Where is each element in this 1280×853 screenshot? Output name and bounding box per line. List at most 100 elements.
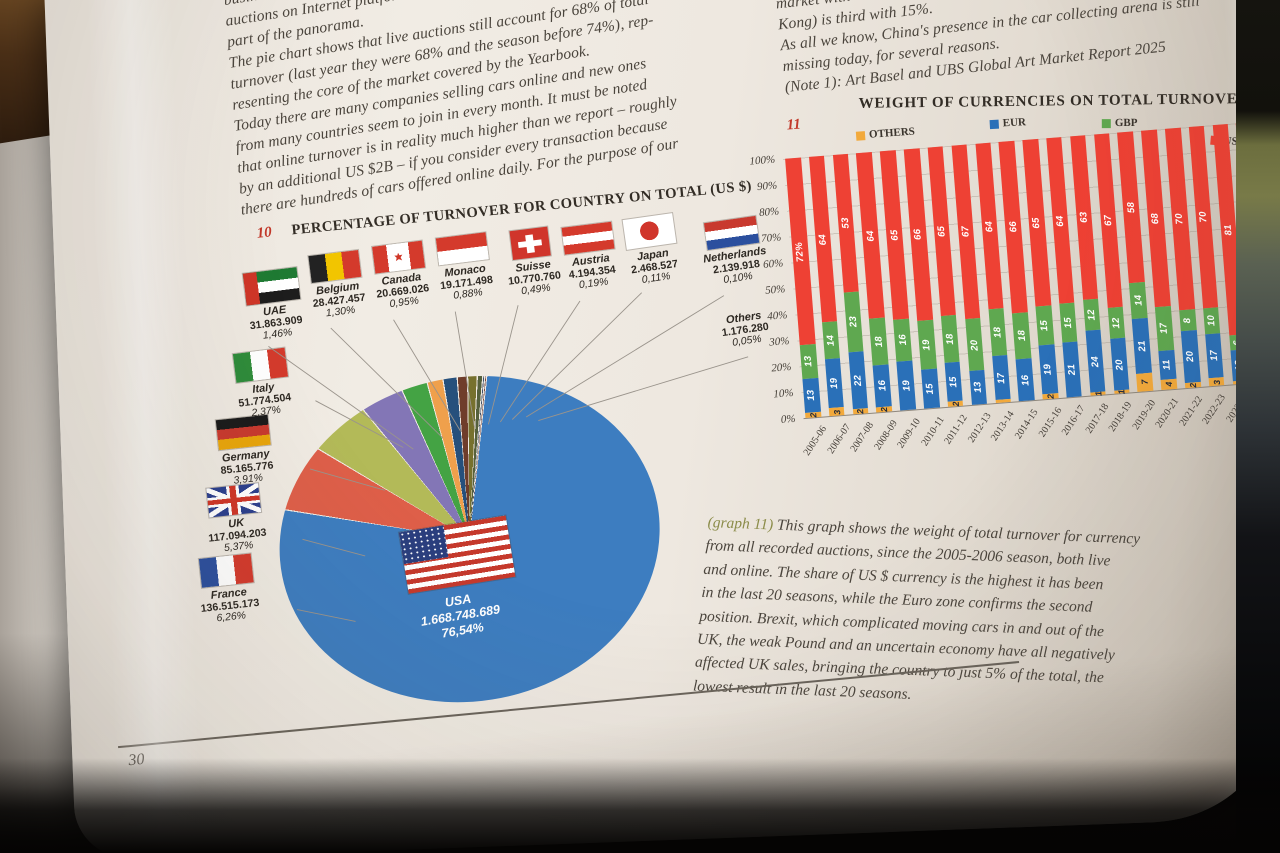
segment-eur: 15 (921, 368, 940, 409)
segment-value-label: 21 (1066, 363, 1079, 376)
segment-eur: 24 (1085, 329, 1106, 394)
segment-usd: 64 (808, 155, 838, 323)
y-tick-label: 40% (766, 309, 788, 323)
segment-gbp: 12 (1082, 298, 1101, 331)
y-tick-label: 100% (749, 153, 776, 168)
legend-swatch-others (855, 130, 866, 141)
segment-value-label: 1 (1116, 388, 1127, 395)
segment-value-label: 18 (944, 332, 957, 345)
segment-value-label: 12 (1085, 308, 1098, 321)
segment-value-label: 63 (1078, 211, 1091, 224)
segment-value-label: 21 (1136, 339, 1148, 352)
segment-value-label: 18 (1015, 329, 1028, 342)
segment-value-label: 2 (855, 408, 866, 415)
segment-usd: 67 (951, 144, 981, 320)
segment-eur: 22 (848, 350, 869, 410)
segment-value-label: 22 (852, 373, 864, 387)
segment-eur: 19 (896, 360, 916, 411)
canada-flag (372, 240, 426, 274)
segment-others: 7 (1136, 372, 1154, 392)
legend-label: EUR (1002, 116, 1027, 130)
segment-others: 3 (1208, 377, 1225, 387)
segment-value-label: 14 (1132, 294, 1145, 307)
book-page: businesses online. COVIDauctions on Inte… (43, 0, 1280, 853)
segment-eur: 16 (873, 364, 892, 408)
segment-value-label: 17 (1158, 322, 1171, 335)
segment-others: 1 (1090, 390, 1106, 397)
segment-value-label: 16 (1019, 373, 1032, 386)
segment-value-label: 70 (1173, 212, 1186, 226)
segment-eur: 21 (1062, 341, 1083, 398)
segment-gbp: 17 (1155, 305, 1174, 352)
pie-legend-item-italy: Italy 51.774.504 2,37% (223, 346, 303, 421)
segment-gbp: 8 (1179, 309, 1197, 332)
segment-usd: 58 (1117, 131, 1145, 284)
segment-usd: 65 (1022, 139, 1052, 308)
segment-value-label: 68 (1149, 212, 1162, 225)
segment-usd: 64 (1046, 137, 1075, 305)
segment-value-label: 15 (947, 375, 960, 388)
legend-item-eur: EUR (989, 116, 1026, 130)
segment-value-label: 20 (968, 338, 981, 351)
austria-flag (561, 221, 615, 255)
segment-gbp: 14 (821, 321, 841, 360)
graph-11-caption: (graph 11) This graph shows the weight o… (693, 511, 1280, 721)
segment-value-label: 19 (920, 338, 933, 351)
bars: 2 13 13 72% 3 19 14 64 2 22 23 53 2 16 18 64 19 16 65 15 19 6… (785, 122, 1272, 419)
segment-gbp: 10 (1202, 307, 1221, 335)
book-fore-edge-background (1236, 0, 1280, 853)
segment-value-label: 8 (1182, 316, 1194, 324)
segment-value-label: 12 (1110, 317, 1123, 330)
segment-value-label: 2 (807, 411, 819, 418)
y-tick-label: 50% (764, 283, 786, 297)
y-tick-label: 60% (762, 257, 784, 271)
segment-eur: 19 (824, 357, 845, 409)
segment-gbp: 18 (988, 308, 1008, 357)
segment-value-label: 4 (1163, 381, 1175, 388)
segment-value-label: 2 (950, 400, 961, 407)
segment-value-label: 19 (900, 379, 913, 392)
segment-value-label: 81 (1222, 223, 1235, 236)
belgium-flag (308, 249, 362, 283)
usa-flag-canton (398, 525, 449, 565)
segment-usd: 63 (1069, 135, 1099, 300)
segment-others: 2 (876, 406, 893, 413)
segment-value-label: 64 (817, 233, 830, 246)
segment-eur: 20 (1180, 329, 1201, 383)
pie-legend-item-monaco: Monaco 19.171.498 0,88% (425, 231, 504, 304)
segment-gbp: 16 (893, 318, 913, 362)
segment-others: 2 (852, 407, 869, 415)
segment-value-label: 66 (1007, 220, 1020, 233)
segment-eur: 11 (1158, 349, 1177, 380)
segment-value-label: 20 (1184, 350, 1197, 363)
y-tick-label: 30% (768, 335, 790, 349)
segment-others: 2 (1042, 393, 1059, 400)
segment-value-label: 66 (912, 228, 925, 241)
segment-value-label: 16 (896, 333, 909, 347)
segment-eur: 21 (1132, 318, 1152, 374)
segment-gbp: 14 (1129, 281, 1148, 320)
y-tick-label: 80% (758, 205, 780, 220)
segment-value-label: 13 (802, 355, 815, 368)
segment-value-label: 13 (805, 389, 818, 402)
segment-value-label: 11 (1161, 359, 1174, 371)
plot-area: 2 13 13 72% 3 19 14 64 2 22 23 53 2 16 18 64 19 16 65 15 19 6… (783, 121, 1275, 420)
segment-others: 2 (947, 400, 964, 407)
segment-value-label: 3 (1211, 378, 1222, 385)
japan-flag (622, 213, 677, 250)
segment-others (995, 399, 1011, 404)
segment-value-label: 2 (1187, 381, 1199, 388)
segment-value-label: 1 (1092, 390, 1104, 397)
segment-usd: 64 (975, 142, 1004, 310)
segment-eur: 13 (969, 370, 988, 405)
segment-eur: 15 (944, 361, 963, 402)
page-glare (85, 0, 205, 853)
bar-section-number: 11 (786, 116, 802, 134)
suisse-flag (509, 226, 551, 261)
segment-value-label: 13 (972, 381, 984, 394)
segment-value-label: 64 (1054, 214, 1067, 227)
segment-others: 1 (1113, 388, 1130, 395)
segment-value-label: 10 (1205, 314, 1218, 327)
segment-value-label: 17 (1208, 349, 1221, 362)
segment-value-label: 64 (864, 229, 877, 242)
